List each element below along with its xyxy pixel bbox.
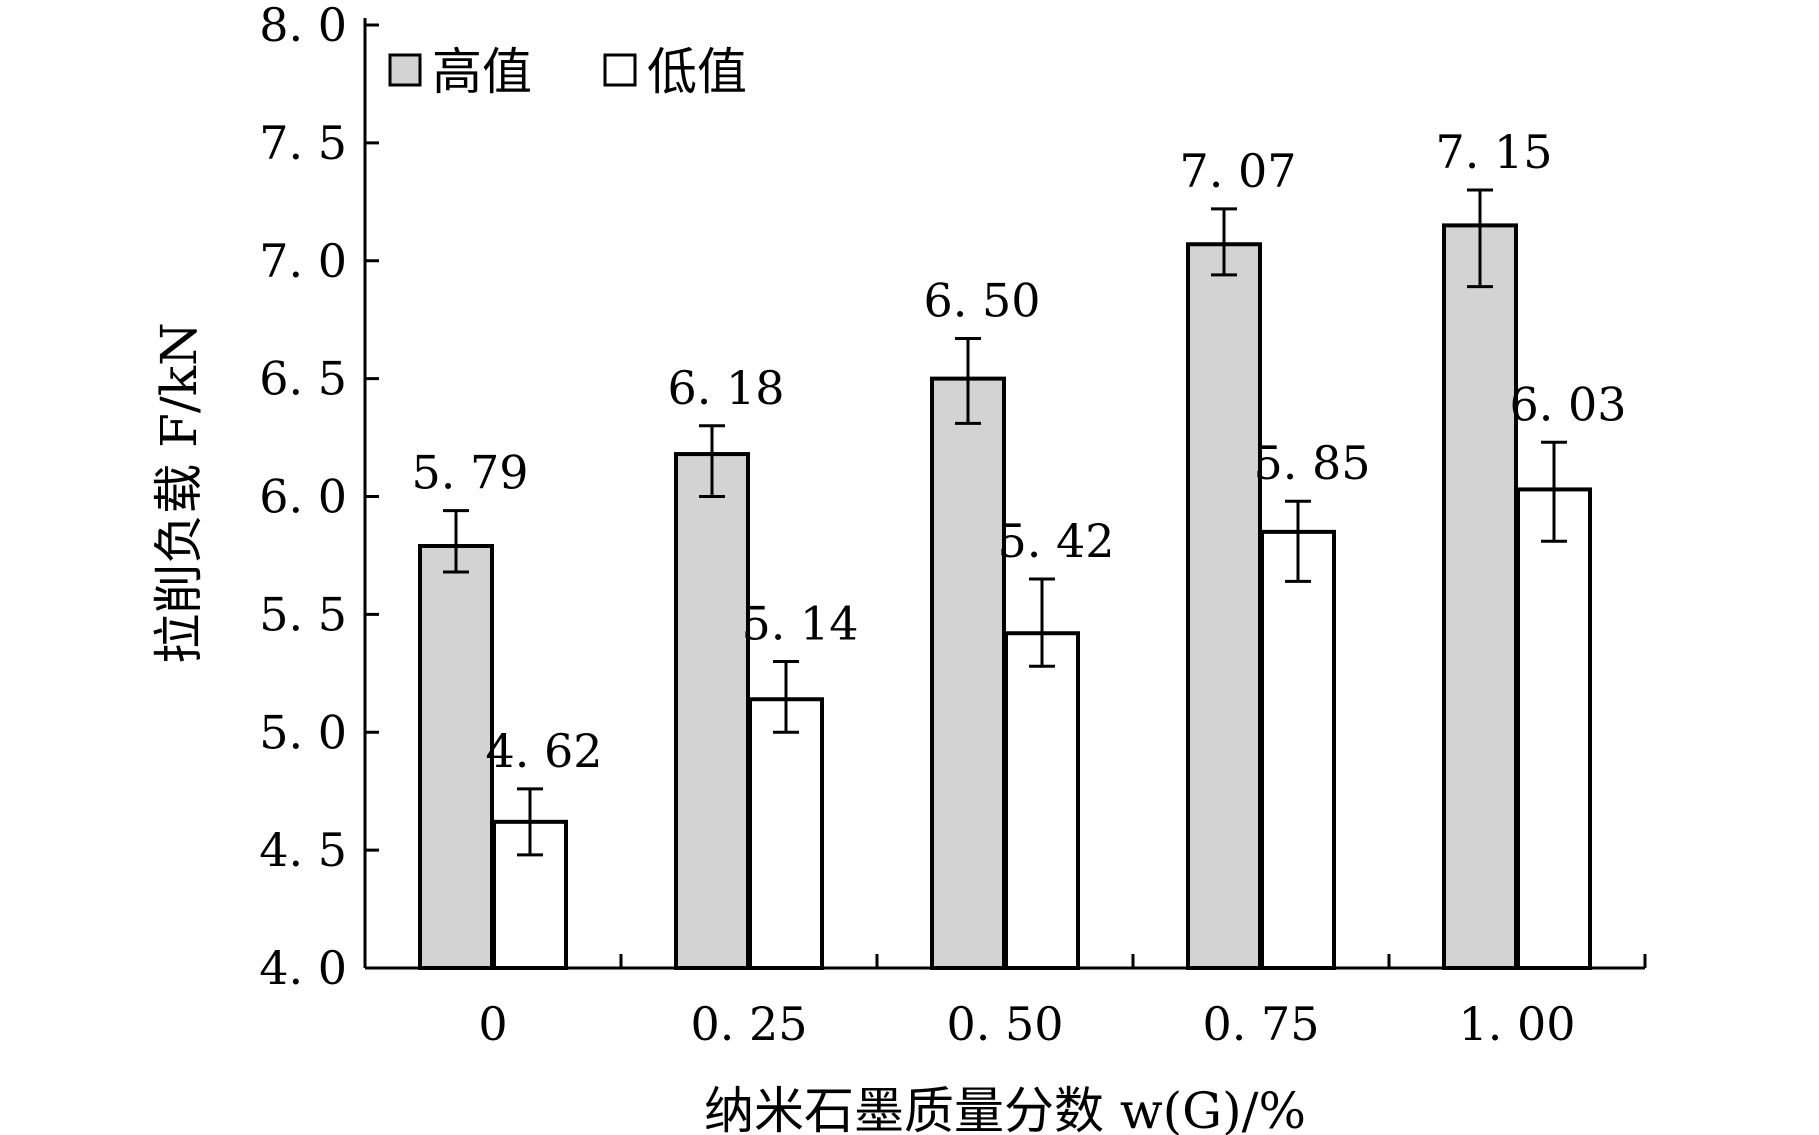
y-tick-label: 5. 5 xyxy=(259,587,347,641)
data-label: 6. 50 xyxy=(923,274,1040,328)
y-tick-label: 6. 5 xyxy=(259,352,347,406)
x-tick-label: 0. 25 xyxy=(690,997,807,1051)
data-label: 7. 07 xyxy=(1179,144,1296,198)
y-tick-label: 7. 5 xyxy=(259,116,347,170)
bar-low xyxy=(1004,631,1080,970)
data-labels-layer: 5. 79 4. 62 6. 18 5. 14 6. 50 5. 42 7. 07 5. 85… xyxy=(411,125,1626,778)
y-tick-label: 4. 0 xyxy=(259,941,347,995)
data-label: 4. 62 xyxy=(485,724,602,778)
bar-high xyxy=(1186,242,1262,970)
bars-layer xyxy=(418,223,1592,971)
data-label: 5. 85 xyxy=(1253,436,1370,490)
error-bars-layer xyxy=(443,188,1567,857)
x-axis-label: 纳米石墨质量分数 w(G)/% xyxy=(704,1082,1306,1135)
bar-high xyxy=(930,376,1006,970)
y-tick-label: 7. 0 xyxy=(259,234,347,288)
legend-label-high: 高值 xyxy=(432,43,532,101)
axes-layer xyxy=(363,18,1645,970)
bar-high xyxy=(418,544,494,970)
data-label: 6. 18 xyxy=(667,361,784,415)
y-axis-label: 拉削负载 F/kN xyxy=(150,322,208,663)
x-tick-label: 1. 00 xyxy=(1458,997,1575,1051)
bar-low xyxy=(1260,529,1336,970)
legend-swatch-high xyxy=(388,53,422,87)
data-label: 6. 03 xyxy=(1509,377,1626,431)
data-label: 7. 15 xyxy=(1435,125,1552,179)
data-label: 5. 42 xyxy=(997,514,1114,568)
ticks-layer: 4. 0 4. 5 5. 0 5. 5 6. 0 6. 5 7. 0 7. 5 8. 0 0 0. … xyxy=(259,0,1647,1051)
x-tick-label: 0. 50 xyxy=(946,997,1063,1051)
bar-high xyxy=(1442,223,1518,970)
legend-swatch-low xyxy=(603,53,637,87)
y-tick-label: 4. 5 xyxy=(259,823,347,877)
x-tick-label: 0. 75 xyxy=(1202,997,1319,1051)
bar-high xyxy=(674,452,750,970)
y-tick-label: 8. 0 xyxy=(259,0,347,52)
bar-low xyxy=(748,697,824,970)
y-tick-label: 6. 0 xyxy=(259,470,347,524)
bar-low xyxy=(1516,487,1592,970)
x-tick-label: 0 xyxy=(478,997,507,1051)
y-tick-label: 5. 0 xyxy=(259,705,347,759)
legend-label-low: 低值 xyxy=(647,43,747,101)
data-label: 5. 79 xyxy=(411,446,528,500)
data-label: 5. 14 xyxy=(741,597,858,651)
legend: 高值 低值 xyxy=(388,43,747,101)
